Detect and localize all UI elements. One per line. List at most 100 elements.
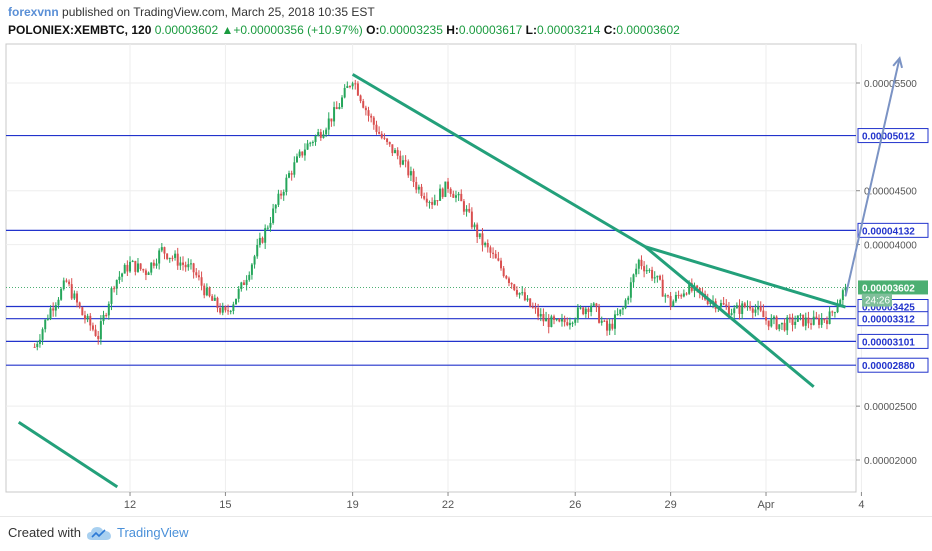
candle-body — [298, 151, 301, 157]
candle-body — [669, 296, 672, 307]
candle-body — [86, 315, 89, 320]
candle-body — [409, 171, 412, 176]
candle-body — [166, 253, 169, 259]
candle-body — [486, 243, 489, 248]
candle-body — [105, 314, 108, 316]
candle-body — [306, 143, 309, 150]
candle-body — [375, 124, 378, 132]
candle-body — [542, 314, 545, 322]
candle-body — [468, 208, 471, 212]
candle-body — [269, 222, 272, 228]
trendline[interactable] — [351, 73, 646, 249]
candle-body — [746, 306, 749, 308]
projection-line[interactable] — [844, 58, 901, 297]
candle-body — [378, 131, 381, 134]
candle-body — [592, 303, 595, 306]
candle-body — [415, 181, 418, 190]
tradingview-brand-link[interactable]: TradingView — [117, 525, 189, 540]
candle-body — [221, 306, 224, 313]
candle-body — [54, 305, 57, 311]
candle-body — [348, 86, 351, 88]
candle-body — [362, 101, 365, 108]
candle-body — [33, 346, 36, 348]
candle-body — [595, 303, 598, 307]
trendline[interactable] — [644, 245, 815, 388]
candle-body — [346, 86, 349, 88]
candle-body — [394, 150, 397, 154]
candle-body — [587, 308, 590, 313]
candle-body — [293, 162, 296, 175]
candle-body — [264, 228, 267, 243]
candle-body — [383, 137, 386, 139]
candle-body — [213, 297, 216, 301]
author-link[interactable]: forexvnn — [8, 5, 59, 19]
candle-body — [791, 317, 794, 325]
candle-body — [743, 303, 746, 307]
candle-body — [174, 253, 177, 258]
level-price-label: 0.00005012 — [862, 132, 915, 143]
candle-body — [245, 279, 248, 285]
candle-body — [566, 322, 569, 326]
candle-body — [136, 263, 139, 272]
candle-body — [431, 202, 434, 205]
candle-body — [651, 269, 654, 279]
candle-body — [288, 173, 291, 178]
candle-body — [391, 144, 394, 154]
candle-body — [841, 290, 844, 300]
candle-body — [836, 305, 839, 313]
candle-body — [606, 320, 609, 331]
close-value: 0.00003602 — [616, 23, 680, 37]
candle-body — [738, 305, 741, 314]
candle-body — [823, 318, 826, 321]
candle-body — [73, 293, 76, 299]
candle-body — [521, 292, 524, 294]
candle-body — [515, 290, 518, 295]
candle-body — [568, 322, 571, 326]
candle-body — [227, 310, 230, 312]
candle-body — [839, 299, 842, 306]
candle-body — [41, 329, 44, 340]
candle-body — [38, 339, 41, 344]
candle-body — [818, 318, 821, 325]
candle-body — [417, 186, 420, 190]
candle-body — [129, 261, 132, 272]
plot-area[interactable] — [5, 43, 857, 493]
candle-body — [253, 256, 256, 265]
candle-body — [242, 282, 245, 285]
y-tick-label: 0.00002500 — [864, 402, 917, 413]
last-price: 0.00003602 — [154, 23, 219, 37]
candle-body — [688, 283, 691, 294]
candle-body — [261, 237, 264, 243]
candle-body — [277, 193, 280, 205]
candle-body — [555, 319, 558, 321]
candle-body — [741, 303, 744, 314]
candle-body — [796, 315, 799, 322]
candle-body — [457, 193, 460, 196]
candle-body — [810, 323, 813, 325]
trendline[interactable] — [644, 245, 846, 309]
candle-body — [367, 110, 370, 116]
candle-body — [65, 280, 68, 282]
candle-body — [804, 317, 807, 326]
candle-body — [319, 132, 322, 138]
candle-body — [775, 316, 778, 330]
x-tick-label: 22 — [442, 499, 454, 511]
level-price-tag — [857, 333, 929, 349]
candle-body — [680, 295, 683, 297]
candle-body — [709, 301, 712, 304]
candle-body — [484, 243, 487, 246]
candle-body — [645, 270, 648, 272]
tradingview-cloud-icon[interactable] — [86, 526, 112, 542]
candle-body — [433, 200, 436, 205]
candle-body — [256, 244, 259, 257]
candle-body — [171, 257, 174, 259]
candle-body — [730, 313, 733, 315]
level-price-label: 0.00004132 — [862, 226, 915, 237]
candle-body — [492, 252, 495, 254]
x-tick-label: 15 — [219, 499, 231, 511]
candle-body — [46, 318, 49, 320]
candle-body — [131, 260, 134, 262]
candle-body — [757, 306, 760, 310]
trendline[interactable] — [17, 421, 119, 489]
price-chart[interactable]: 12 15 19 22 26 29 Apr 4 0.00005500 0.00004500 0.00… — [0, 0, 932, 516]
